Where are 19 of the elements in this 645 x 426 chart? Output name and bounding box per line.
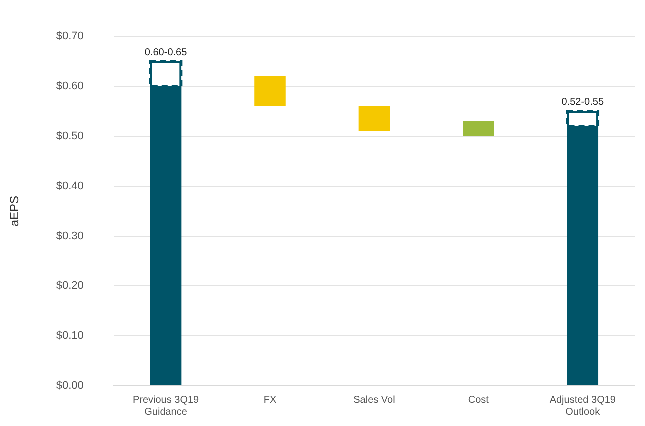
bar: [463, 121, 494, 136]
y-tick-label: $0.60: [56, 80, 84, 93]
bar: [358, 106, 390, 132]
data-label: 0.52-0.55: [562, 97, 604, 108]
data-label: 0.60-0.65: [144, 47, 188, 58]
x-tick-label: FX: [264, 394, 277, 406]
x-tick-label: Previous 3Q19 Guidance: [132, 394, 200, 418]
y-tick-label: $0.40: [56, 180, 84, 192]
y-tick-label: $0.20: [56, 280, 84, 292]
bar: [254, 76, 286, 106]
y-tick-label: $0.10: [56, 330, 84, 342]
y-tick-label: $0.70: [56, 30, 84, 43]
y-axis-title: aEPS: [8, 196, 22, 227]
y-tick-label: $0.00: [56, 380, 84, 392]
x-tick-label: Adjusted 3Q19 Outlook: [550, 394, 616, 418]
y-tick-label: $0.50: [56, 130, 84, 142]
y-tick-label: $0.30: [56, 230, 84, 242]
x-tick-label: Sales Vol: [354, 394, 396, 406]
x-tick-label: Cost: [468, 394, 490, 406]
